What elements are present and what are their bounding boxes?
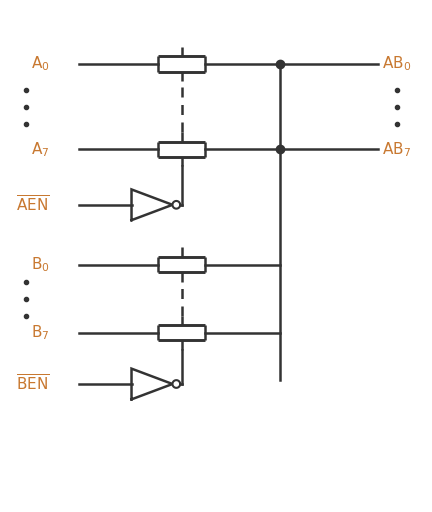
Text: $\overline{\mathrm{BEN}}$: $\overline{\mathrm{BEN}}$ xyxy=(16,374,50,394)
Text: $\overline{\mathrm{AEN}}$: $\overline{\mathrm{AEN}}$ xyxy=(16,195,50,215)
Text: AB$_7$: AB$_7$ xyxy=(382,140,411,159)
Text: A$_0$: A$_0$ xyxy=(31,55,50,73)
Text: AB$_0$: AB$_0$ xyxy=(382,55,412,73)
Text: B$_0$: B$_0$ xyxy=(31,255,50,274)
Text: A$_7$: A$_7$ xyxy=(31,140,50,159)
Text: B$_7$: B$_7$ xyxy=(31,324,50,342)
